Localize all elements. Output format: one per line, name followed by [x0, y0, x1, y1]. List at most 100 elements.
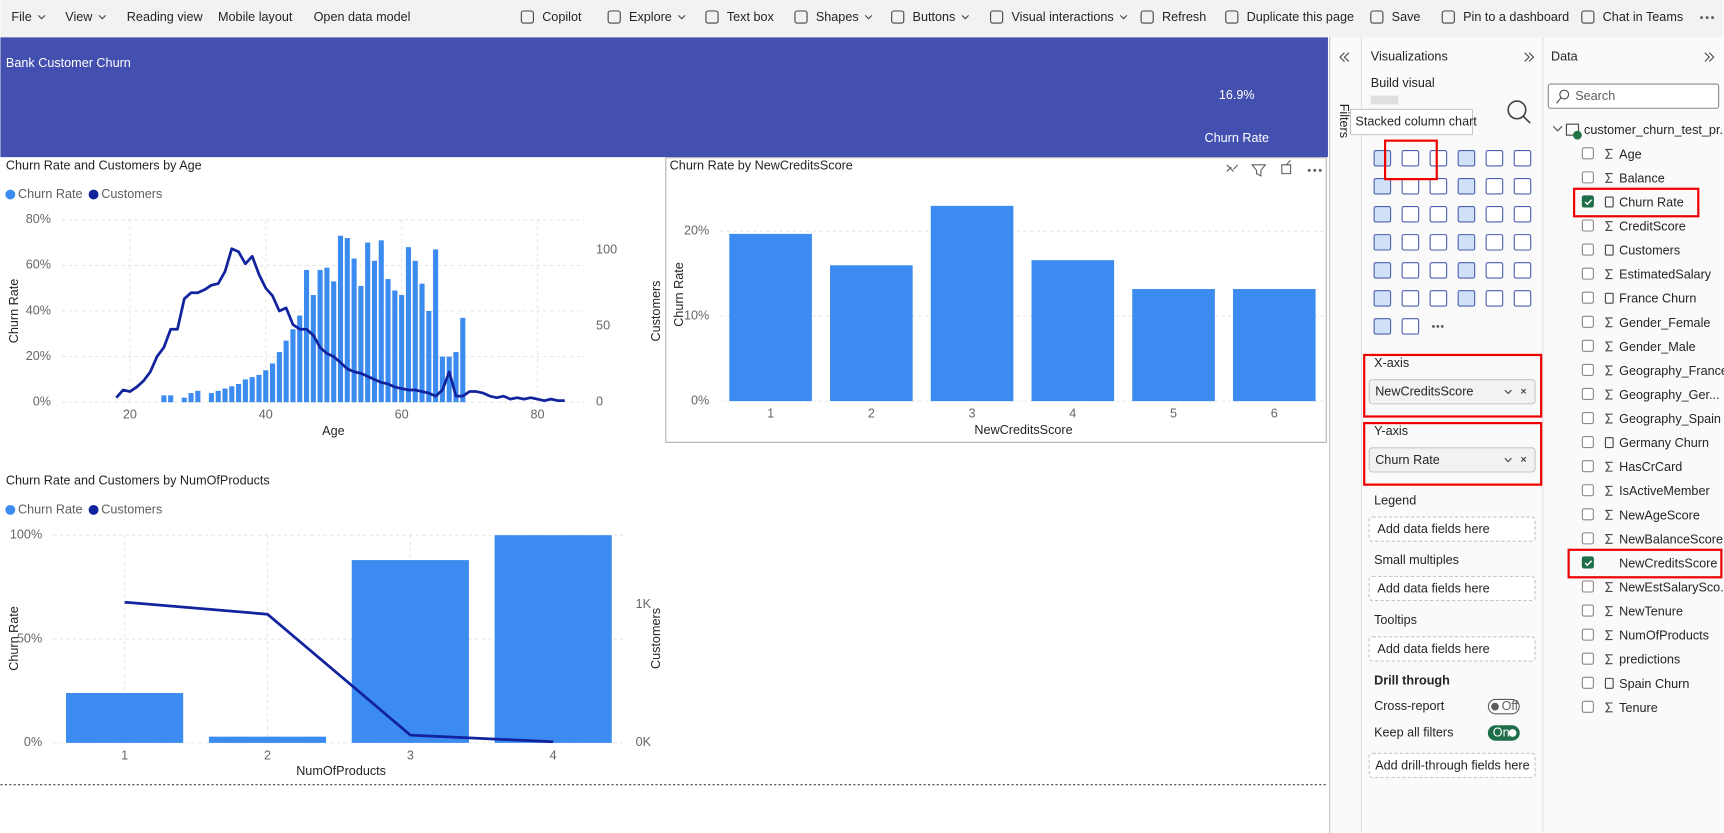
checkbox[interactable]: [1581, 315, 1594, 328]
toolbar-item[interactable]: Chat in Teams: [1603, 10, 1683, 24]
toolbar-item[interactable]: Visual interactions: [1011, 10, 1113, 24]
collapse-data[interactable]: [1704, 52, 1715, 62]
toolbar-item[interactable]: Duplicate this page: [1247, 10, 1354, 24]
visual-type-icon[interactable]: [1513, 290, 1532, 307]
checkbox[interactable]: [1581, 339, 1594, 352]
visual-type-icon[interactable]: [1485, 262, 1504, 279]
filters-label[interactable]: Filters: [1337, 104, 1351, 138]
field-name[interactable]: predictions: [1619, 653, 1680, 667]
field-name[interactable]: Gender_Male: [1619, 340, 1696, 354]
more-visuals[interactable]: [1432, 324, 1444, 328]
field-name[interactable]: CreditScore: [1619, 219, 1686, 233]
checkbox[interactable]: [1581, 532, 1594, 545]
toolbar-item[interactable]: Text box: [727, 10, 775, 24]
field-well[interactable]: [1368, 516, 1536, 542]
visual-type-icon[interactable]: [1457, 234, 1476, 251]
toolbar-item[interactable]: Explore: [629, 10, 672, 24]
toolbar-item[interactable]: Refresh: [1162, 10, 1206, 24]
field-well[interactable]: [1368, 752, 1536, 779]
toolbar-item[interactable]: File: [11, 10, 31, 24]
visual-type-icon[interactable]: [1485, 150, 1504, 167]
toolbar-item[interactable]: Copilot: [542, 10, 582, 24]
field-well[interactable]: [1368, 575, 1536, 602]
checkbox[interactable]: [1581, 556, 1594, 569]
visual-type-icon[interactable]: [1373, 150, 1392, 167]
checkbox[interactable]: [1581, 363, 1594, 376]
checkbox[interactable]: [1581, 652, 1594, 665]
checkbox[interactable]: [1581, 411, 1594, 425]
analytics-icon[interactable]: [1507, 100, 1527, 120]
checkbox[interactable]: [1581, 171, 1594, 184]
collapse-visualizations[interactable]: [1524, 52, 1535, 62]
visual-type-icon[interactable]: [1373, 318, 1392, 335]
visual-type-icon[interactable]: [1373, 234, 1392, 251]
field-name[interactable]: Spain Churn: [1619, 677, 1689, 691]
field-name[interactable]: France Churn: [1619, 292, 1696, 306]
field-name[interactable]: Churn Rate: [1619, 195, 1684, 209]
visual-type-icon[interactable]: [1429, 234, 1448, 251]
field-name[interactable]: IsActiveMember: [1619, 484, 1710, 498]
visual-type-icon[interactable]: [1429, 178, 1448, 195]
field-name[interactable]: Geography_Spain: [1619, 412, 1721, 426]
checkbox[interactable]: [1581, 460, 1594, 473]
visual-type-icon[interactable]: [1485, 290, 1504, 307]
toolbar-item[interactable]: Mobile layout: [218, 10, 293, 24]
visual-type-icon[interactable]: [1457, 290, 1476, 307]
field-name[interactable]: Customers: [1619, 244, 1680, 258]
checkbox[interactable]: [1581, 267, 1594, 280]
visual-type-icon[interactable]: [1513, 234, 1532, 251]
build-visual-tab[interactable]: [1370, 95, 1399, 105]
visual-type-icon[interactable]: [1513, 262, 1532, 279]
field-name[interactable]: Geography_Ger...: [1619, 388, 1719, 402]
checkbox[interactable]: [1581, 291, 1594, 304]
collapse-filters[interactable]: [1339, 52, 1350, 62]
toolbar-item[interactable]: Open data model: [314, 10, 411, 24]
checkbox[interactable]: [1581, 580, 1594, 593]
field-name[interactable]: Tenure: [1619, 701, 1658, 715]
toolbar-item[interactable]: Shapes: [816, 10, 859, 24]
checkbox[interactable]: [1581, 508, 1594, 521]
checkbox[interactable]: [1581, 387, 1594, 401]
field-name[interactable]: EstimatedSalary: [1619, 268, 1712, 282]
visual-type-icon[interactable]: [1401, 150, 1420, 167]
field-name[interactable]: HasCrCard: [1619, 460, 1682, 474]
visual-type-icon[interactable]: [1373, 262, 1392, 279]
visual-type-icon[interactable]: [1401, 178, 1420, 195]
field-name[interactable]: Gender_Female: [1619, 316, 1710, 330]
visual-type-icon[interactable]: [1429, 262, 1448, 279]
checkbox[interactable]: [1581, 700, 1594, 713]
toolbar-item[interactable]: Save: [1392, 10, 1421, 24]
field-name[interactable]: Germany Churn: [1619, 436, 1709, 450]
checkbox[interactable]: [1581, 436, 1594, 449]
visual-type-icon[interactable]: [1429, 290, 1448, 307]
visual-type-icon[interactable]: [1401, 234, 1420, 251]
field-name[interactable]: Age: [1619, 147, 1641, 161]
toolbar-item[interactable]: View: [65, 10, 93, 24]
visual-type-icon[interactable]: [1513, 178, 1532, 195]
checkbox[interactable]: [1581, 147, 1594, 160]
checkbox[interactable]: [1581, 219, 1594, 232]
field-name[interactable]: NewBalanceScore: [1619, 532, 1723, 546]
visual-type-icon[interactable]: [1457, 262, 1476, 279]
visual-type-icon[interactable]: [1457, 178, 1476, 195]
field-name[interactable]: NewTenure: [1619, 605, 1683, 619]
field-well[interactable]: [1368, 636, 1536, 662]
visual-type-icon[interactable]: [1457, 206, 1476, 223]
visual-type-icon[interactable]: [1373, 290, 1392, 307]
field-name[interactable]: Balance: [1619, 171, 1665, 185]
visual-type-icon[interactable]: [1485, 178, 1504, 195]
visual-type-icon[interactable]: [1401, 290, 1420, 307]
checkbox[interactable]: [1581, 628, 1594, 641]
expand-table[interactable]: [1552, 125, 1563, 132]
visual-type-icon[interactable]: [1373, 206, 1392, 223]
toolbar-item[interactable]: Pin to a dashboard: [1463, 10, 1569, 24]
checkbox[interactable]: [1581, 676, 1594, 689]
toolbar-item[interactable]: Buttons: [913, 10, 956, 24]
field-name[interactable]: NumOfProducts: [1619, 629, 1709, 643]
visual-type-icon[interactable]: [1429, 150, 1448, 167]
visual-type-icon[interactable]: [1429, 206, 1448, 223]
visual-type-icon[interactable]: [1457, 150, 1476, 167]
field-name[interactable]: NewCreditsScore: [1619, 556, 1717, 570]
visual-type-icon[interactable]: [1401, 262, 1420, 279]
toolbar-more[interactable]: [1700, 16, 1715, 20]
